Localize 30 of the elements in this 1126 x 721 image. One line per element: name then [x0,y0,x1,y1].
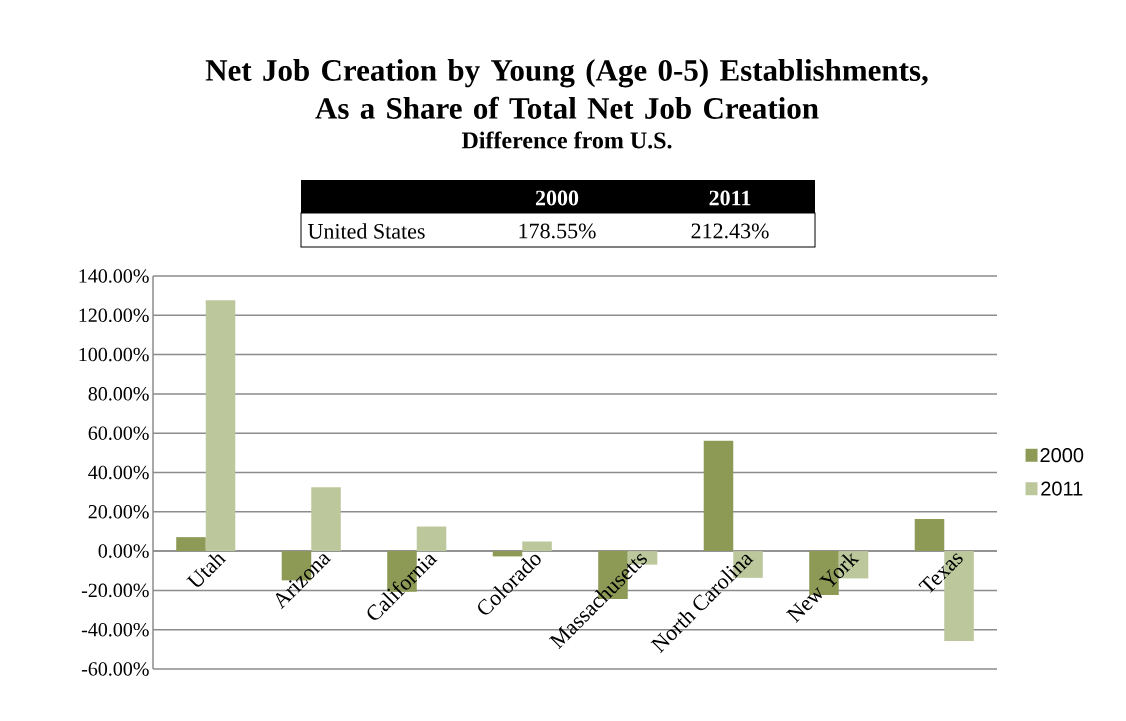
y-tick-label: 100.00% [79,347,149,362]
y-tick-label: 140.00% [79,269,149,283]
y-tick-label: 0.00% [98,544,149,558]
text: 212.43% [691,223,769,239]
bar [492,551,523,557]
y-tick-label: 40.00% [88,465,149,480]
chart-subtitle: Difference from U.S. [461,131,672,149]
bar [416,526,447,552]
y-tick-label: 20.00% [88,505,149,519]
legend-label: 2011 [1041,481,1083,496]
x-tick-label: Utah [186,554,227,587]
text: United States [307,223,425,239]
chart-title: Net Job Creation by Young (Age 0-5) Establishments, As a Share of Total Net Job Creation [205,59,928,119]
bar [176,537,206,552]
x-tick-label: New York [786,553,860,624]
y-tick-label: 60.00% [88,426,149,440]
bar [205,300,236,552]
text: 2000 [535,190,579,206]
bar [703,440,734,552]
bar [522,541,552,552]
bar [311,487,341,552]
bar [914,519,945,552]
y-tick-label: -40.00% [81,622,149,637]
y-tick-label: -60.00% [81,662,149,676]
text: 178.55% [519,223,596,239]
y-tick-label: -20.00% [81,583,149,598]
text: 2011 [709,190,751,206]
y-tick-label: 120.00% [79,308,149,323]
y-tick-label: 80.00% [88,387,149,401]
legend-label: 2000 [1040,448,1084,463]
